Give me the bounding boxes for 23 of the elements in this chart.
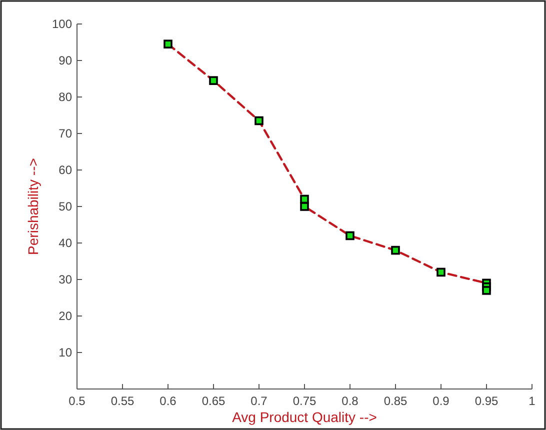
x-tick-label: 0.9 [432,394,450,408]
y-tick-label: 40 [58,236,72,250]
y-axis-title: Perishability --> [25,158,41,255]
y-tick-label: 100 [52,17,72,31]
y-tick-label: 80 [58,90,72,104]
x-tick-label: 0.6 [160,394,177,408]
y-tick-label: 60 [58,163,72,177]
x-axis-title: Avg Product Quality --> [232,409,377,425]
y-tick-label: 20 [58,309,72,323]
x-tick-label: 0.85 [384,394,408,408]
x-tick-label: 0.5 [68,394,86,408]
y-tick-label: 90 [58,54,72,68]
y-tick-label: 10 [58,346,72,360]
x-tick-label: 0.8 [342,394,359,408]
x-tick-label: 1 [528,394,536,408]
x-tick-label: 0.65 [202,394,226,408]
y-tick-label: 30 [58,272,72,286]
y-tick-label: 70 [58,126,72,140]
x-tick-label: 0.7 [250,394,268,408]
y-tick-label: 50 [58,200,72,214]
x-tick-label: 0.95 [474,394,498,408]
x-tick-label: 0.55 [110,394,134,408]
x-tick-label: 0.75 [292,394,316,408]
